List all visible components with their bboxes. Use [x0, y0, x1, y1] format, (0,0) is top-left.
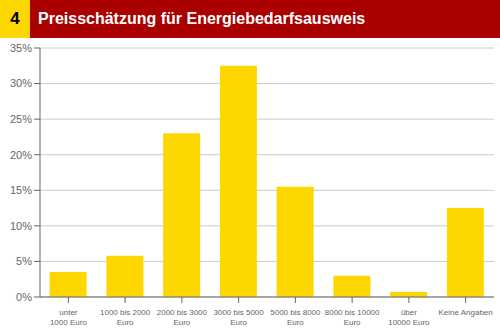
svg-text:30%: 30%: [10, 77, 32, 89]
svg-text:2000 bis 3000Euro: 2000 bis 3000Euro: [157, 308, 208, 327]
svg-text:über10000 Euro: über10000 Euro: [388, 308, 430, 327]
svg-text:unter1000 Euro: unter1000 Euro: [50, 308, 87, 327]
svg-text:15%: 15%: [10, 184, 32, 196]
svg-text:1000 bis 2000Euro: 1000 bis 2000Euro: [100, 308, 151, 327]
svg-text:Keine Angaben: Keine Angaben: [438, 308, 492, 317]
svg-text:35%: 35%: [10, 42, 32, 54]
svg-text:3000 bis 5000Euro: 3000 bis 5000Euro: [213, 308, 264, 327]
svg-text:0%: 0%: [16, 291, 32, 303]
svg-text:10%: 10%: [10, 220, 32, 232]
svg-text:5%: 5%: [16, 255, 32, 267]
html-text:Preisschätzung für Energiebeda: Preisschätzung für Energiebedarfsausweis: [38, 10, 366, 27]
svg-text:20%: 20%: [10, 149, 32, 161]
svg-text:25%: 25%: [10, 113, 32, 125]
svg-text:8000 bis 10000Euro: 8000 bis 10000Euro: [325, 308, 380, 327]
svg-text:5000 bis 8000Euro: 5000 bis 8000Euro: [270, 308, 321, 327]
html-text:4: 4: [10, 9, 20, 28]
